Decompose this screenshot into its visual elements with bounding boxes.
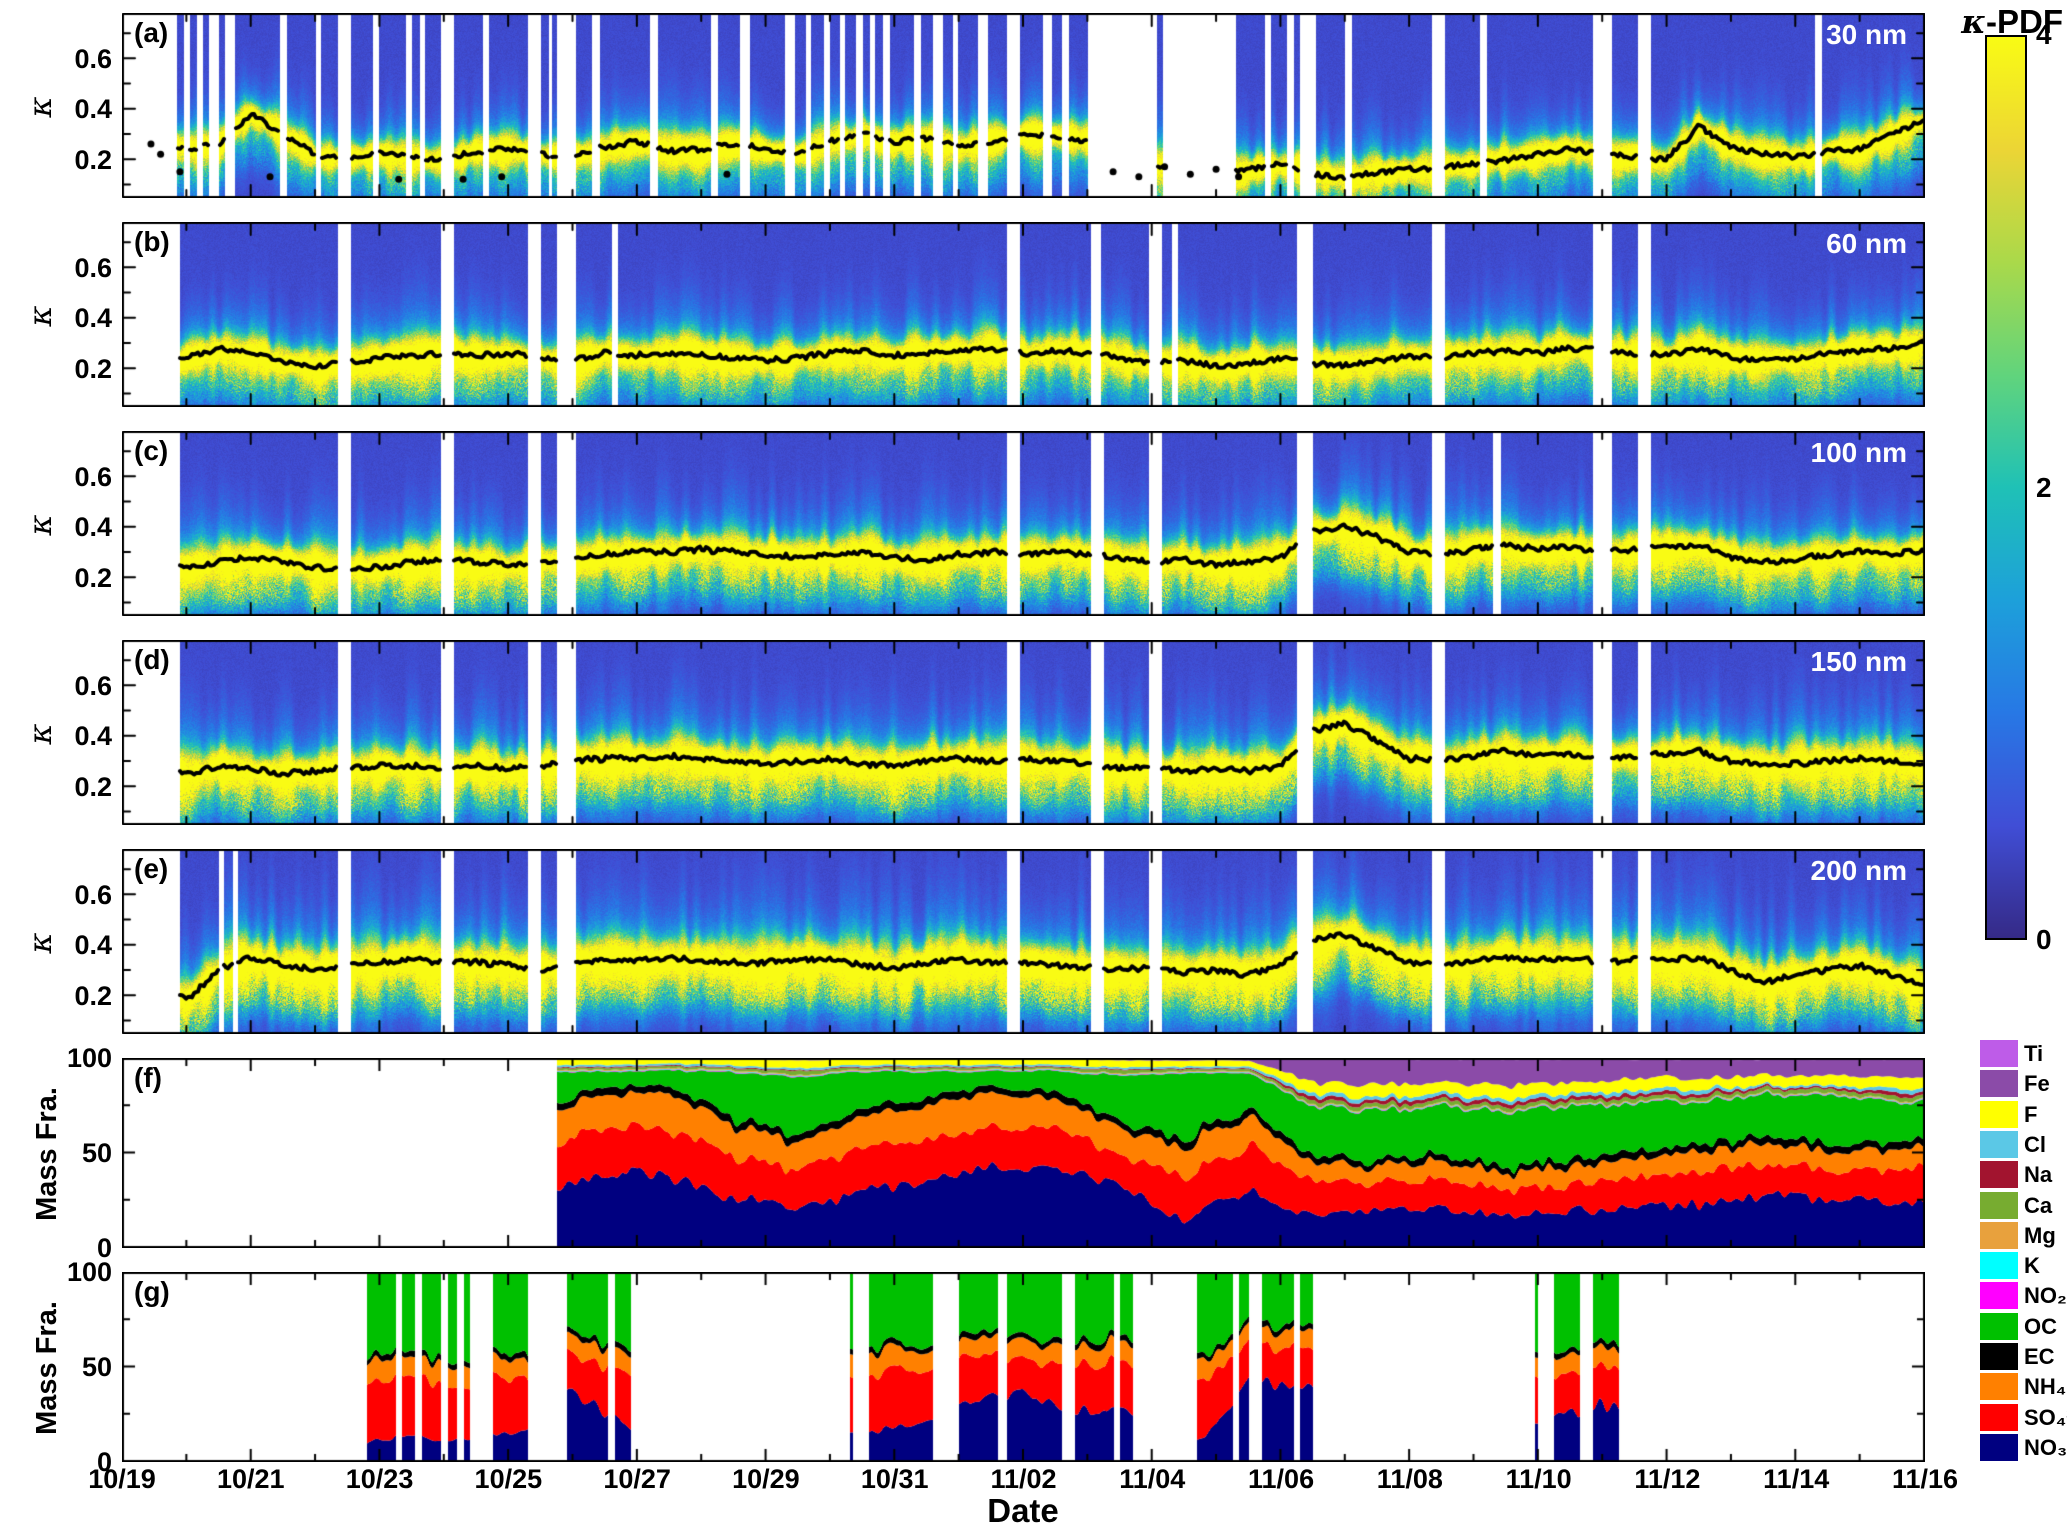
legend-swatch-13 <box>1980 1404 2018 1431</box>
x-tick-label: 11/02 <box>990 1464 1057 1494</box>
legend-label-1: Ti <box>2024 1041 2044 1066</box>
panel-d-size-label: 150 nm <box>1810 646 1908 677</box>
legend-swatch-8 <box>1980 1252 2018 1279</box>
colorbar-title: κ-PDF <box>1895 2 2063 41</box>
colorbar-title-kappa: κ <box>1961 2 1986 41</box>
panel-a: (a) 30 nm <box>122 13 1925 198</box>
mass-tick-label-g: 50 <box>81 1352 112 1382</box>
panel-a-heatmap-canvas <box>122 13 1925 198</box>
mass-tick-label-f: 100 <box>66 1043 112 1073</box>
legend-label-8: K <box>2024 1253 2040 1278</box>
kappa-tick-label-c: 0.4 <box>74 512 112 543</box>
panel-c-label: (c) <box>134 435 169 466</box>
panel-f: (f) <box>122 1058 1925 1248</box>
colorbar-tick-label: 2 <box>2036 471 2052 503</box>
panel-e-label: (e) <box>134 853 169 884</box>
panel-b-label: (b) <box>134 226 170 257</box>
legend-swatch-3 <box>1980 1101 2018 1128</box>
legend-label-14: NO₃⁻ <box>2024 1435 2067 1460</box>
mass-tick-label-f: 0 <box>96 1233 112 1263</box>
x-tick-label: 11/14 <box>1763 1464 1830 1494</box>
panel-b: (b) 60 nm <box>122 222 1925 407</box>
x-tick-label: 10/27 <box>603 1464 671 1494</box>
legend-swatch-4 <box>1980 1131 2018 1158</box>
legend-swatch-2 <box>1980 1070 2018 1097</box>
panel-d: (d) 150 nm <box>122 640 1925 825</box>
legend-label-12: NH₄⁺ <box>2024 1374 2067 1399</box>
legend-label-4: Cl <box>2024 1132 2046 1157</box>
kappa-tick-label-b: 0.6 <box>74 252 112 283</box>
panel-e-size-label: 200 nm <box>1810 855 1908 886</box>
panel-a-label: (a) <box>134 17 169 48</box>
x-tick-label: 11/16 <box>1891 1464 1959 1494</box>
legend-swatch-7 <box>1980 1222 2018 1249</box>
x-tick-label: 11/10 <box>1505 1464 1572 1494</box>
panel-g: (g) <box>122 1272 1925 1462</box>
panel-g-label: (g) <box>134 1276 170 1307</box>
x-tick-label: 10/25 <box>474 1464 543 1494</box>
panel-d-heatmap-canvas <box>122 640 1925 825</box>
kappa-tick-label-c: 0.6 <box>74 461 112 492</box>
legend-swatch-1 <box>1980 1040 2018 1067</box>
kappa-tick-label-d: 0.6 <box>74 670 112 701</box>
x-axis-title: Date <box>987 1492 1059 1529</box>
legend-swatch-10 <box>1980 1313 2018 1340</box>
x-tick-label: 10/23 <box>345 1464 414 1494</box>
panel-f-label: (f) <box>134 1062 162 1093</box>
kappa-tick-label-e: 0.6 <box>74 879 112 910</box>
legend-label-7: Mg <box>2024 1223 2056 1248</box>
colorbar-title-rest: -PDF <box>1986 3 2063 40</box>
panel-b-heatmap-canvas <box>122 222 1925 407</box>
legend-swatch-5 <box>1980 1161 2018 1188</box>
kappa-tick-label-e: 0.2 <box>74 980 112 1011</box>
kappa-tick-label-d: 0.2 <box>74 771 112 802</box>
kappa-tick-label-b: 0.2 <box>74 353 112 384</box>
kappa-tick-label-a: 0.4 <box>74 94 112 125</box>
legend-swatch-9 <box>1980 1282 2018 1309</box>
mass-tick-label-g: 0 <box>96 1447 112 1477</box>
x-tick-label: 10/29 <box>732 1464 800 1494</box>
panel-b-size-label: 60 nm <box>1826 228 1907 259</box>
x-tick-label: 10/21 <box>216 1464 285 1494</box>
panel-e: (e) 200 nm <box>122 849 1925 1034</box>
x-tick-label: 11/06 <box>1248 1464 1315 1494</box>
kappa-tick-label-a: 0.6 <box>74 43 112 74</box>
legend-swatch-12 <box>1980 1373 2018 1400</box>
kappa-tick-label-b: 0.4 <box>74 303 112 334</box>
panel-e-heatmap-canvas <box>122 849 1925 1034</box>
panel-a-size-label: 30 nm <box>1826 19 1907 50</box>
kappa-tick-label-a: 0.2 <box>74 144 112 175</box>
x-tick-label: 11/12 <box>1634 1464 1701 1494</box>
x-tick-label: 11/04 <box>1119 1464 1186 1494</box>
x-tick-label: 10/19 <box>88 1464 156 1494</box>
mass-tick-label-f: 50 <box>81 1138 112 1168</box>
kappa-tick-label-c: 0.2 <box>74 562 112 593</box>
panel-c-heatmap-canvas <box>122 431 1925 616</box>
kappa-tick-label-e: 0.4 <box>74 930 112 961</box>
legend-swatch-11 <box>1980 1343 2018 1370</box>
legend-swatch-6 <box>1980 1192 2018 1219</box>
legend-label-11: EC <box>2024 1344 2055 1369</box>
panel-d-label: (d) <box>134 644 170 675</box>
colorbar-tick-label: 4 <box>2036 19 2052 50</box>
panel-g-stacked-area-canvas <box>122 1272 1925 1462</box>
colorbar-tick-label: 0 <box>2036 924 2052 955</box>
legend-label-9: NO₂⁻ <box>2024 1283 2067 1308</box>
panel-c-size-label: 100 nm <box>1810 437 1908 468</box>
mass-tick-label-g: 100 <box>66 1257 112 1287</box>
panel-f-stacked-area-canvas <box>122 1058 1925 1248</box>
legend-label-5: Na <box>2024 1162 2053 1187</box>
kappa-tick-label-d: 0.4 <box>74 721 112 752</box>
x-tick-label: 11/08 <box>1376 1464 1443 1494</box>
legend-label-2: Fe <box>2024 1071 2050 1096</box>
panel-c: (c) 100 nm <box>122 431 1925 616</box>
x-tick-label: 10/31 <box>860 1464 929 1494</box>
colorbar <box>1985 35 2027 940</box>
legend-label-13: SO₄²⁻ <box>2024 1405 2067 1430</box>
legend-label-10: OC <box>2024 1314 2057 1339</box>
legend-swatch-14 <box>1980 1434 2018 1461</box>
legend-label-3: F <box>2024 1102 2038 1127</box>
legend-label-6: Ca <box>2024 1193 2053 1218</box>
